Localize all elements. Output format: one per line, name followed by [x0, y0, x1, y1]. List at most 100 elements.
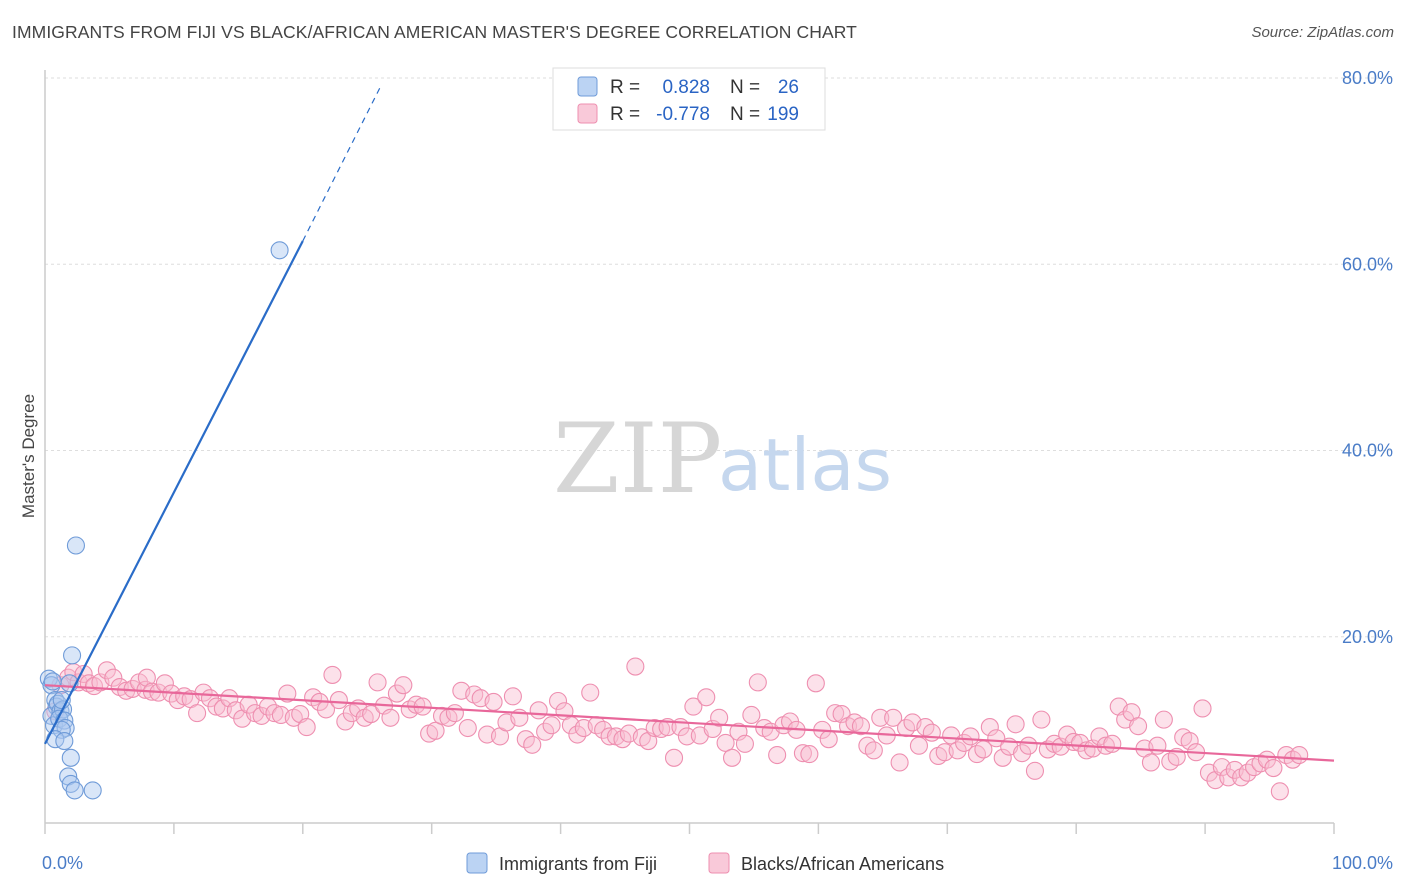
gridlines: [44, 77, 1393, 834]
point-blacks-40: [291, 704, 310, 724]
point-blacks-61: [426, 721, 445, 740]
axes: [44, 70, 1334, 824]
watermark: ZIP atlas: [553, 403, 892, 515]
series-legend: Immigrants from Fiji Blacks/African Amer…: [466, 852, 944, 874]
point-blacks-10: [104, 668, 123, 687]
point-blacks-152: [1013, 744, 1032, 763]
y-tick-label-40: 40.0%: [1342, 441, 1393, 461]
point-blacks-107: [722, 748, 742, 767]
point-blacks-154: [1025, 761, 1045, 780]
trend-line-fiji-extension: [302, 87, 381, 242]
point-blacks-51: [362, 704, 381, 724]
point-fiji-2: [43, 672, 62, 691]
point-blacks-83: [568, 725, 587, 744]
chart-title: IMMIGRANTS FROM FIJI VS BLACK/AFRICAN AM…: [12, 22, 857, 42]
point-blacks-109: [735, 734, 754, 753]
point-blacks-103: [697, 688, 716, 707]
point-blacks-170: [1129, 717, 1148, 736]
point-blacks-149: [993, 748, 1012, 767]
point-blacks-77: [529, 701, 548, 720]
point-blacks-144: [961, 727, 980, 746]
point-blacks-24: [188, 704, 207, 723]
point-blacks-120: [806, 674, 825, 693]
legend-n-label-fiji: N =: [730, 77, 760, 98]
point-blacks-79: [542, 716, 561, 735]
point-blacks-178: [1180, 731, 1199, 751]
point-blacks-114: [768, 745, 787, 765]
point-blacks-27: [207, 697, 226, 716]
point-blacks-58: [407, 695, 426, 714]
point-fiji-23: [66, 536, 85, 555]
point-fiji-20: [83, 781, 102, 800]
point-blacks-191: [1264, 759, 1283, 778]
y-tick-label-80: 80.0%: [1342, 68, 1393, 88]
point-blacks-129: [864, 741, 883, 760]
point-blacks-118: [793, 744, 812, 763]
legend-n-value-blacks: 199: [767, 104, 799, 125]
point-blacks-98: [664, 748, 684, 767]
trend-line-fiji: [44, 240, 304, 745]
point-blacks-193: [1277, 745, 1296, 765]
point-blacks-45: [323, 665, 342, 684]
y-tick-label-20: 20.0%: [1342, 627, 1393, 647]
watermark-atlas: atlas: [718, 423, 892, 507]
y-tick-labels: 20.0% 40.0% 60.0% 80.0%: [1342, 68, 1393, 647]
point-blacks-151: [1006, 715, 1025, 734]
point-blacks-66: [458, 718, 477, 738]
point-blacks-155: [1032, 710, 1051, 729]
point-blacks-145: [967, 745, 986, 764]
trend-lines: [44, 87, 1335, 762]
point-blacks-159: [1058, 725, 1077, 744]
legend-r-value-blacks: -0.778: [656, 104, 710, 125]
point-blacks-110: [742, 705, 761, 725]
bottom-legend-swatch-fiji: [466, 852, 488, 874]
point-blacks-95: [645, 718, 664, 738]
point-blacks-186: [1232, 768, 1251, 787]
point-blacks-133: [890, 753, 909, 772]
stats-legend: R = 0.828 N = 26 R = -0.778 N = 199: [552, 67, 826, 131]
point-fiji-16: [61, 748, 80, 767]
point-blacks-106: [716, 733, 735, 752]
point-blacks-132: [884, 708, 903, 727]
point-blacks-92: [626, 657, 645, 676]
point-blacks-138: [922, 723, 941, 742]
point-blacks-46: [329, 691, 348, 710]
legend-box: [552, 67, 826, 131]
point-blacks-123: [826, 704, 845, 723]
watermark-zip: ZIP: [553, 403, 722, 515]
point-blacks-85: [581, 683, 600, 702]
point-blacks-174: [1154, 710, 1173, 729]
point-blacks-94: [639, 731, 658, 751]
point-blacks-76: [523, 735, 542, 754]
legend-r-label-fiji: R =: [610, 77, 640, 98]
point-blacks-192: [1270, 782, 1289, 801]
bottom-legend-label-blacks: Blacks/African Americans: [741, 854, 944, 874]
point-blacks-36: [265, 704, 284, 723]
point-blacks-16: [137, 668, 156, 687]
point-blacks-70: [484, 692, 503, 711]
y-tick-label-60: 60.0%: [1342, 254, 1393, 274]
point-fiji-24: [270, 241, 289, 260]
trend-line-blacks: [44, 684, 1335, 762]
point-blacks-184: [1219, 768, 1238, 787]
point-blacks-111: [748, 673, 767, 692]
point-blacks-64: [445, 704, 464, 723]
point-fiji-15: [55, 731, 74, 751]
legend-r-label-blacks: R =: [610, 104, 640, 125]
point-blacks-119: [800, 745, 819, 764]
bottom-legend-label-fiji: Immigrants from Fiji: [499, 854, 657, 874]
point-blacks-153: [1019, 736, 1038, 755]
point-blacks-148: [987, 729, 1006, 748]
point-blacks-180: [1193, 699, 1212, 718]
point-blacks-78: [536, 722, 555, 741]
point-blacks-147: [980, 718, 999, 737]
point-blacks-172: [1141, 753, 1161, 772]
point-blacks-122: [819, 730, 838, 749]
legend-r-value-fiji: 0.828: [662, 77, 710, 98]
point-blacks-195: [1290, 745, 1309, 765]
point-blacks-52: [368, 673, 387, 692]
point-blacks-105: [710, 708, 729, 727]
y-axis-label: Master's Degree: [19, 394, 38, 518]
legend-n-value-fiji: 26: [778, 77, 799, 98]
legend-n-label-blacks: N =: [730, 104, 760, 125]
